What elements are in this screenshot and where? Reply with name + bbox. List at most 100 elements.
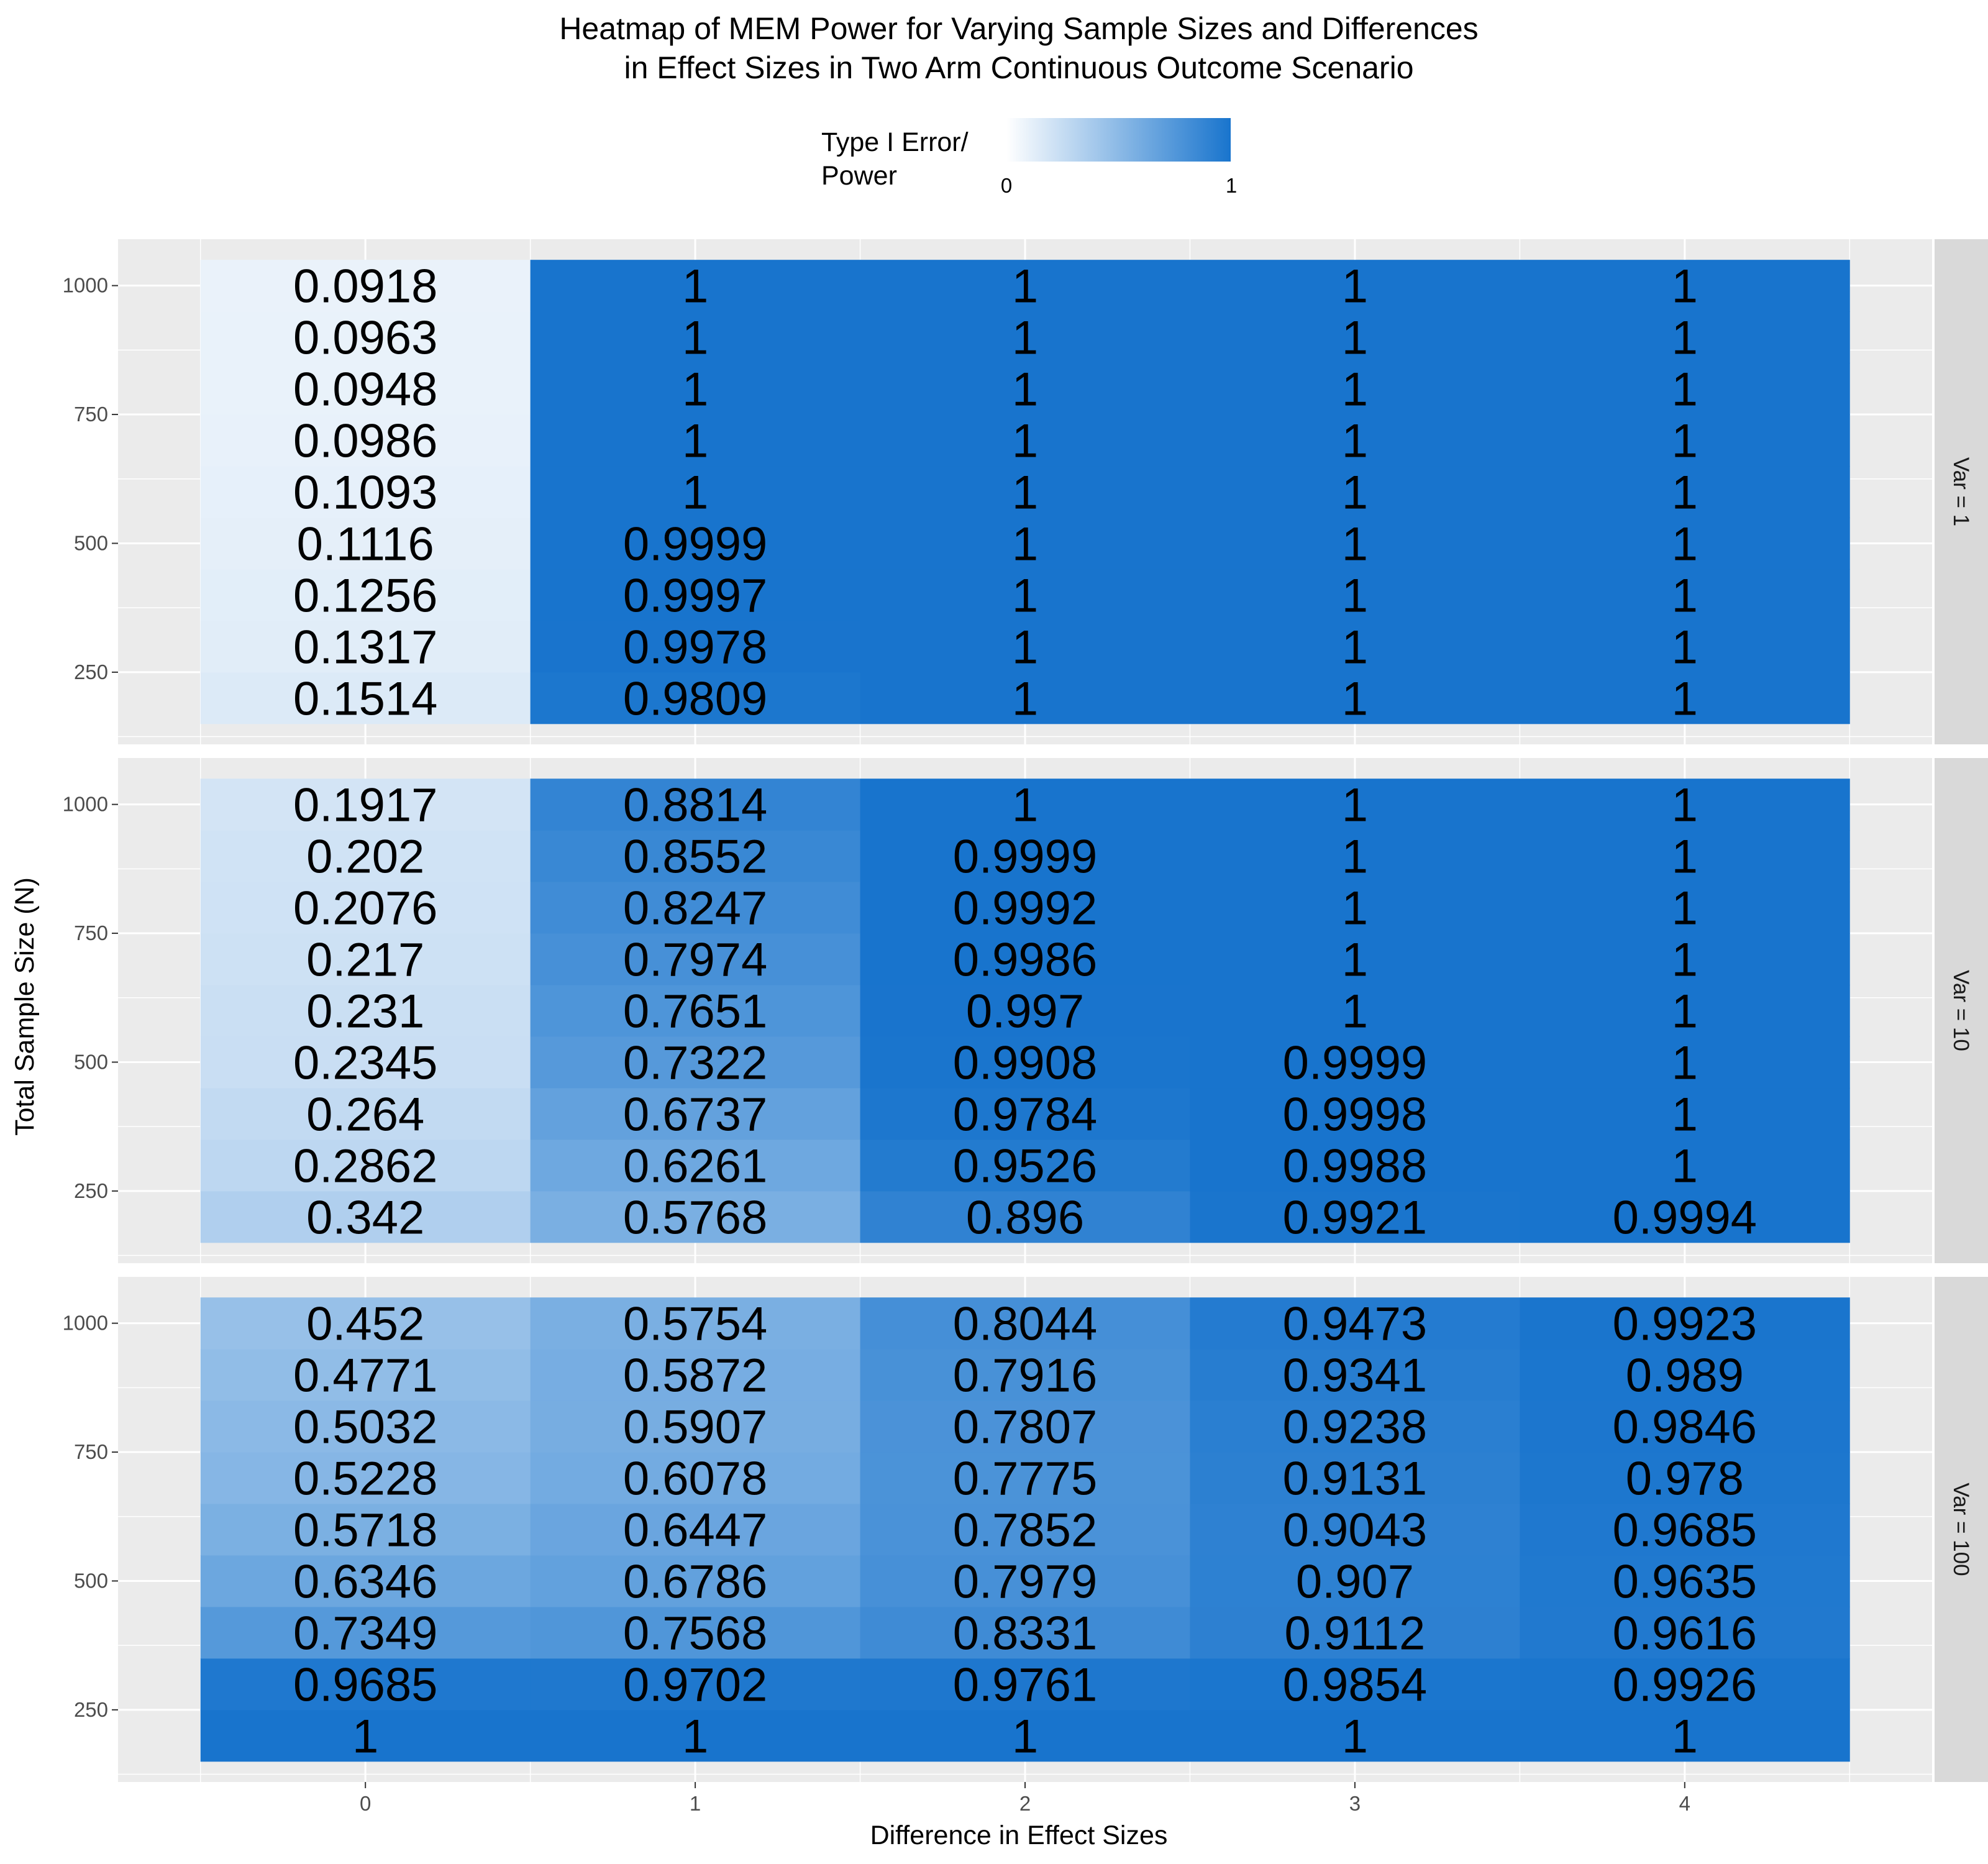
cell-value-label: 1 <box>1672 1140 1698 1192</box>
cell-value-label: 1 <box>1672 831 1698 884</box>
facet-strip-label: Var = 1 <box>1949 457 1973 526</box>
heatmap-cell <box>1520 1555 1850 1607</box>
heatmap-cell <box>860 569 1190 621</box>
heatmap-cell <box>860 311 1190 363</box>
heatmap-cell <box>1520 1452 1850 1504</box>
cell-value-label: 0.6078 <box>623 1453 767 1505</box>
cell-value-label: 1 <box>1672 312 1698 365</box>
y-tick-label: 1000 <box>63 793 108 816</box>
cell-value-label: 1 <box>1342 312 1368 365</box>
heatmap-cell <box>1520 363 1850 415</box>
cell-value-label: 1 <box>1342 831 1368 884</box>
cell-value-label: 0.1256 <box>293 569 437 622</box>
cell-value-label: 1 <box>682 415 708 468</box>
cell-value-label: 0.9921 <box>1283 1191 1427 1244</box>
heatmap-cell <box>530 779 861 831</box>
cell-value-label: 0.9784 <box>953 1088 1097 1141</box>
cell-value-label: 1 <box>1672 467 1698 519</box>
facet-panel-1: 0.1514 0.9809 1 1 10.1317 0.9978 1 1 10.1256 0.99… <box>63 239 1988 744</box>
cell-value-label: 0.1116 <box>297 518 434 570</box>
heatmap-cell <box>860 466 1190 518</box>
chart-title-line-2: in Effect Sizes in Two Arm Continuous Ou… <box>624 50 1414 85</box>
y-tick-label: 500 <box>74 531 108 554</box>
cell-value-label: 1 <box>1342 569 1368 622</box>
cell-value-label: 0.0948 <box>293 363 437 416</box>
cell-value-label: 0.6786 <box>623 1555 767 1608</box>
cell-value-label: 0.0986 <box>293 415 437 468</box>
cell-value-label: 0.5907 <box>623 1401 767 1454</box>
heatmap-cell <box>1190 830 1520 882</box>
cell-value-label: 1 <box>1672 1710 1698 1763</box>
cell-value-label: 0.9809 <box>623 672 767 725</box>
heatmap-cell <box>200 672 531 724</box>
cell-value-label: 1 <box>1342 621 1368 674</box>
cell-value-label: 1 <box>1672 1088 1698 1141</box>
heatmap-cell <box>1190 1606 1520 1659</box>
legend-title-line-2: Power <box>821 161 897 191</box>
cell-value-label: 1 <box>682 1710 708 1763</box>
heatmap-cell <box>1190 882 1520 934</box>
cell-value-label: 0.1093 <box>293 467 437 519</box>
heatmap-cell <box>860 1297 1190 1350</box>
cell-value-label: 0.4771 <box>293 1350 437 1402</box>
cell-value-label: 0.9978 <box>623 621 767 674</box>
y-tick-label: 750 <box>74 921 108 944</box>
heatmap-cell <box>860 1709 1190 1762</box>
cell-value-label: 0.7979 <box>953 1555 1097 1608</box>
heatmap-cell <box>860 882 1190 934</box>
heatmap-cell <box>200 933 531 985</box>
facet-strip <box>1935 1277 1988 1782</box>
heatmap-cell <box>860 1349 1190 1401</box>
heatmap-cell <box>200 1087 531 1140</box>
cell-value-label: 0.9908 <box>953 1036 1097 1089</box>
cell-value-label: 0.8044 <box>953 1298 1097 1351</box>
heatmap-cell <box>200 1190 531 1243</box>
heatmap-cell <box>1190 620 1520 673</box>
heatmap-cell <box>530 466 861 518</box>
cell-value-label: 0.7852 <box>953 1504 1097 1557</box>
y-tick-label: 750 <box>74 1440 108 1463</box>
cell-value-label: 0.9761 <box>953 1658 1097 1711</box>
heatmap-cell <box>1520 1190 1850 1243</box>
heatmap-cell <box>200 985 531 1037</box>
heatmap-cell <box>1520 1658 1850 1711</box>
heatmap-cell <box>1190 363 1520 415</box>
x-axis: 0 1 2 3 4 <box>360 1782 1690 1815</box>
heatmap-cell <box>530 517 861 570</box>
cell-value-label: 0.452 <box>306 1298 424 1351</box>
y-tick-label: 250 <box>74 1179 108 1202</box>
heatmap-cell <box>200 1036 531 1089</box>
heatmap-cell <box>200 1504 531 1556</box>
cell-value-label: 0.5754 <box>623 1298 767 1351</box>
heatmap-cell <box>200 882 531 934</box>
heatmap-cell <box>1190 1297 1520 1350</box>
heatmap-cell <box>860 1190 1190 1243</box>
cell-value-label: 1 <box>1672 779 1698 832</box>
cell-value-label: 1 <box>1672 934 1698 987</box>
heatmap-cell <box>860 414 1190 467</box>
heatmap-cell <box>200 1349 531 1401</box>
heatmap-cell <box>860 517 1190 570</box>
cell-value-label: 0.6346 <box>293 1555 437 1608</box>
heatmap-cell <box>200 466 531 518</box>
cell-value-label: 0.1317 <box>293 621 437 674</box>
cell-value-label: 1 <box>1672 260 1698 313</box>
cell-value-label: 0.989 <box>1626 1350 1744 1402</box>
cell-value-label: 1 <box>1672 363 1698 416</box>
cell-value-label: 0.9997 <box>623 569 767 622</box>
heatmap-cell <box>530 620 861 673</box>
cell-value-label: 1 <box>1672 672 1698 725</box>
heatmap-cell <box>860 1139 1190 1192</box>
heatmap-cell <box>200 1139 531 1192</box>
x-axis-title: Difference in Effect Sizes <box>870 1821 1168 1850</box>
cell-value-label: 0.9112 <box>1285 1607 1426 1660</box>
heatmap-cell <box>860 1658 1190 1711</box>
heatmap-cell <box>860 1452 1190 1504</box>
heatmap-cell <box>200 779 531 831</box>
facet-strip <box>1935 239 1988 744</box>
heatmap-cell <box>530 830 861 882</box>
heatmap-cell <box>860 1087 1190 1140</box>
heatmap-cell <box>1190 1504 1520 1556</box>
cell-value-label: 1 <box>1342 779 1368 832</box>
cell-value-label: 0.7349 <box>293 1607 437 1660</box>
